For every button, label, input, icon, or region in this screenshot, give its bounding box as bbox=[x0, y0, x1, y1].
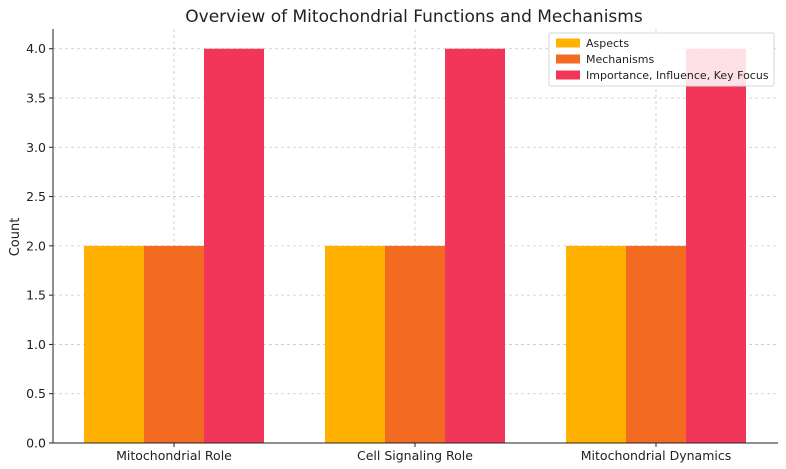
axes-layer: 0.0 0.5 1.0 1.5 2.0 2.5 3.0 3.5 4.0 Mitochondrial… bbox=[26, 29, 778, 463]
y-axis-label: Count bbox=[8, 218, 23, 257]
legend-swatch bbox=[556, 70, 580, 80]
x-tick-label: Cell Signaling Role bbox=[357, 448, 473, 463]
legend-label: Importance, Influence, Key Focus bbox=[586, 69, 769, 82]
y-tick-label: 2.5 bbox=[26, 189, 46, 204]
x-tick-label: Mitochondrial Role bbox=[116, 448, 232, 463]
bar-mechanisms bbox=[385, 245, 445, 443]
y-tick-label: 3.5 bbox=[26, 91, 46, 106]
bars-layer bbox=[84, 48, 746, 443]
chart-title: Overview of Mitochondrial Functions and … bbox=[185, 7, 643, 27]
legend-label: Aspects bbox=[586, 37, 629, 50]
y-tick-label: 3.0 bbox=[26, 140, 46, 155]
legend-box bbox=[548, 32, 775, 87]
legend: Aspects Mechanisms Importance, Influence, … bbox=[548, 32, 775, 87]
bar-importance-influence-key-focus bbox=[686, 48, 746, 443]
bar-mechanisms bbox=[144, 245, 204, 443]
bar-importance-influence-key-focus bbox=[204, 48, 264, 443]
legend-swatch bbox=[556, 54, 580, 64]
legend-label: Mechanisms bbox=[586, 53, 654, 66]
bar-aspects bbox=[325, 245, 385, 443]
legend-swatch bbox=[556, 38, 580, 48]
bar-importance-influence-key-focus bbox=[445, 48, 505, 443]
y-tick-label: 2.0 bbox=[26, 238, 46, 253]
bar-aspects bbox=[84, 245, 144, 443]
x-tick-label: Mitochondrial Dynamics bbox=[581, 448, 731, 463]
bar-mechanisms bbox=[626, 245, 686, 443]
y-tick-label: 4.0 bbox=[26, 41, 46, 56]
y-tick-label: 0.0 bbox=[26, 436, 46, 451]
y-tick-label: 0.5 bbox=[26, 386, 46, 401]
bar-aspects bbox=[566, 245, 626, 443]
y-tick-label: 1.5 bbox=[26, 288, 46, 303]
y-tick-label: 1.0 bbox=[26, 337, 46, 352]
